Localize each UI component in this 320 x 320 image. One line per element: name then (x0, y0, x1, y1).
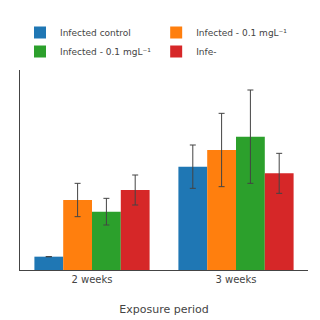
svg-text:Infe-: Infe- (196, 47, 216, 57)
svg-text:Exposure period: Exposure period (119, 303, 208, 316)
svg-text:3 weeks: 3 weeks (215, 274, 256, 285)
svg-text:Infected - 0.1 mgL⁻¹: Infected - 0.1 mgL⁻¹ (60, 47, 151, 57)
svg-text:2 weeks: 2 weeks (71, 274, 112, 285)
svg-text:Infected - 0.1 mgL⁻¹: Infected - 0.1 mgL⁻¹ (196, 28, 287, 38)
svg-text:Infected control: Infected control (60, 28, 131, 38)
